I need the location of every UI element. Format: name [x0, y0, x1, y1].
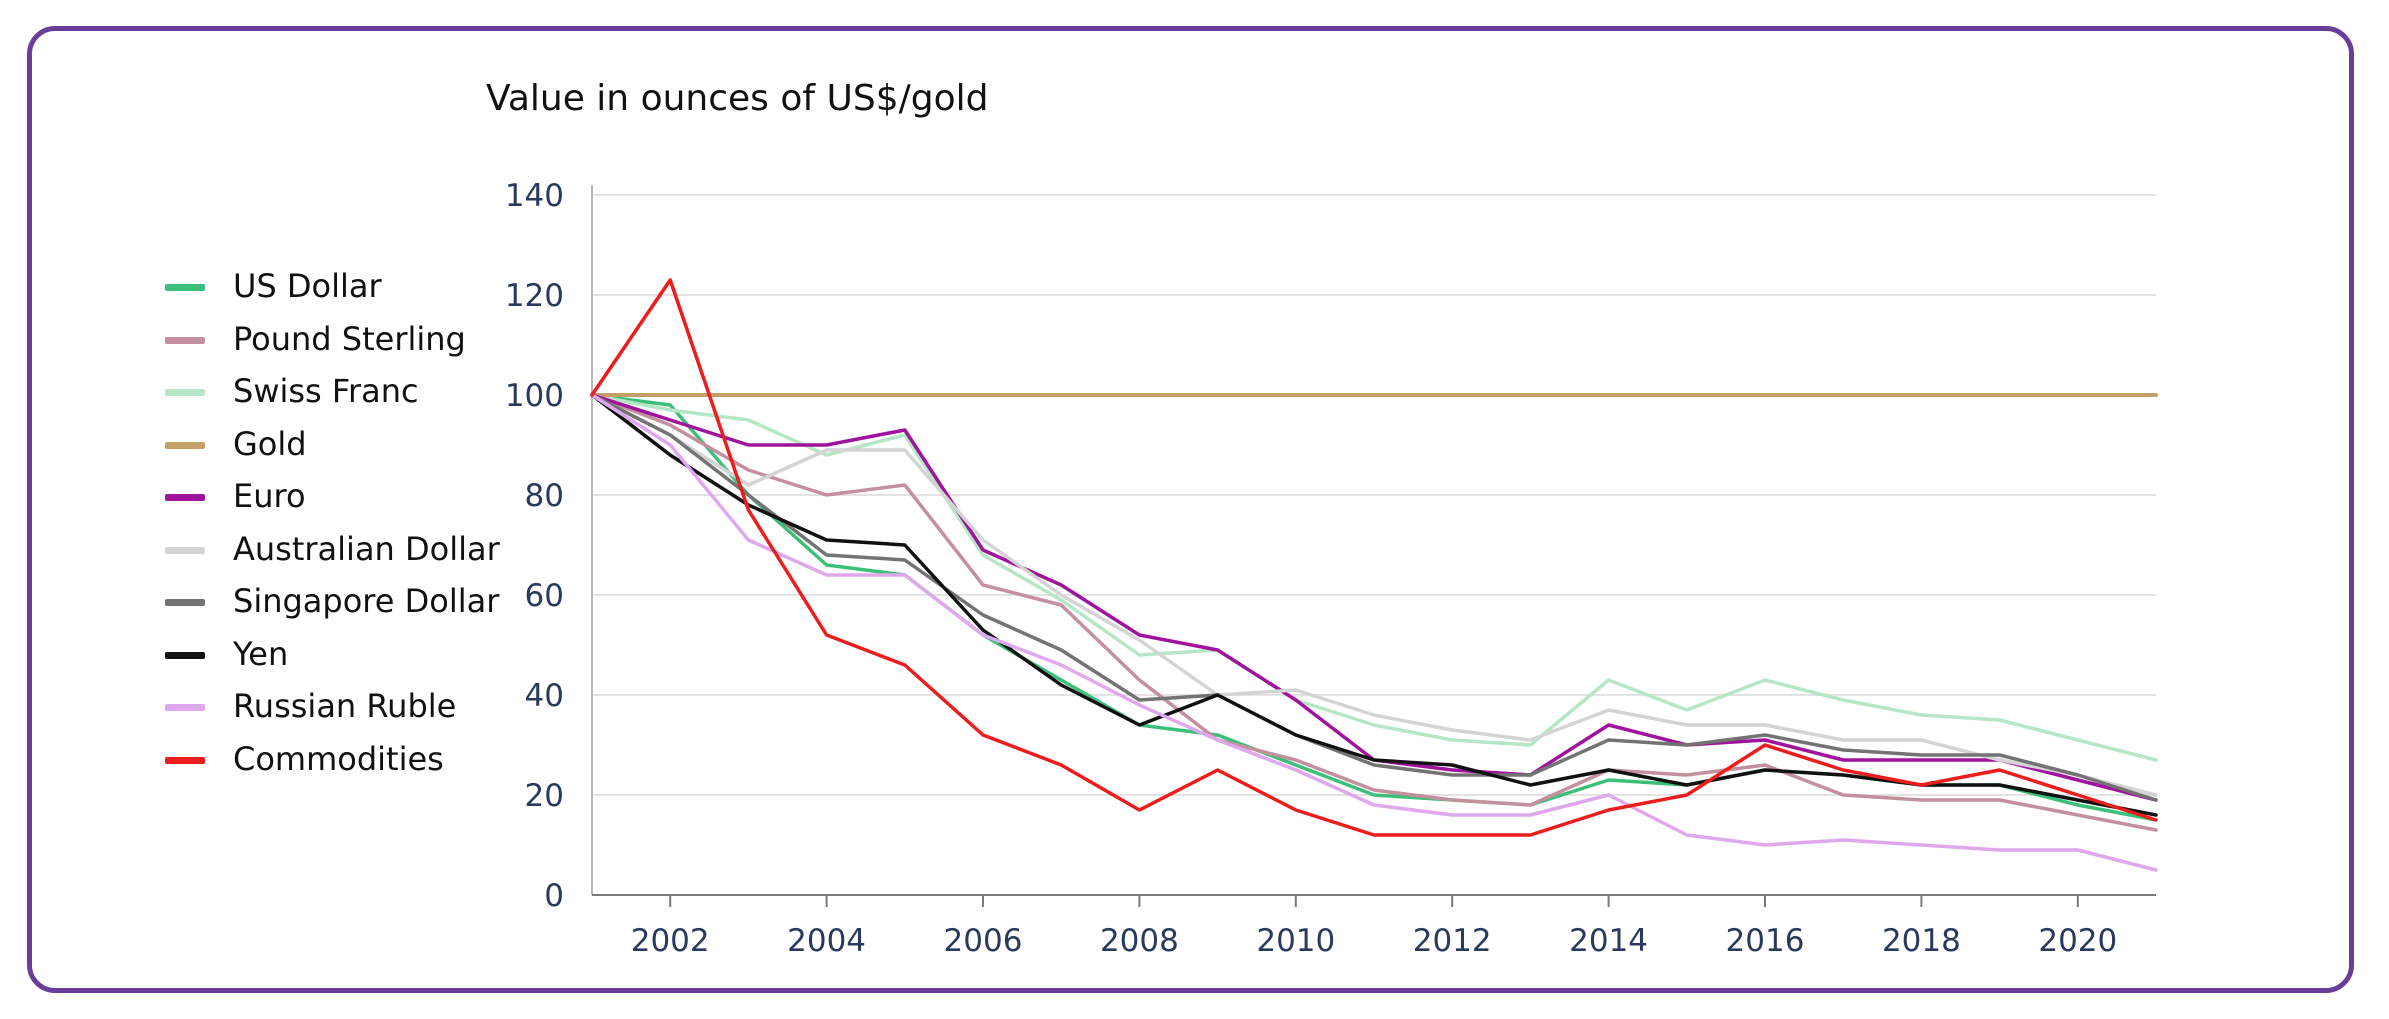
- legend-swatch: [165, 389, 205, 396]
- series-line-yen: [590, 393, 2158, 817]
- series-line-pound-sterling: [590, 393, 2158, 832]
- x-tick-label: 2008: [1100, 923, 1179, 959]
- series-line-commodities: [590, 278, 2158, 837]
- legend-swatch: [165, 651, 205, 659]
- x-tick-label: 2020: [2038, 923, 2117, 959]
- y-tick-label: 0: [544, 878, 564, 914]
- legend-label: Gold: [233, 424, 307, 463]
- x-tick-label: 2016: [1726, 923, 1805, 959]
- legend-swatch: [165, 284, 205, 291]
- x-tick-label: 2006: [944, 923, 1023, 959]
- grid-lines: [592, 194, 2156, 796]
- series-lines: [590, 278, 2158, 872]
- legend-label: Commodities: [233, 739, 444, 778]
- legend-swatch: [165, 704, 205, 711]
- legend-label: Australian Dollar: [233, 529, 500, 568]
- legend-swatch: [165, 546, 205, 554]
- legend-swatch: [165, 756, 205, 764]
- x-tick-label: 2014: [1569, 923, 1648, 959]
- y-tick-label: 100: [505, 378, 564, 414]
- y-tick-label: 80: [525, 478, 564, 514]
- x-tick-label: 2002: [631, 923, 710, 959]
- y-tick-label: 60: [525, 578, 564, 614]
- legend-label: Swiss Franc: [233, 372, 419, 410]
- series-line-russian-ruble: [590, 393, 2158, 872]
- legend-label: Euro: [233, 477, 306, 515]
- y-tick-label: 20: [525, 778, 564, 814]
- x-tick-label: 2018: [1882, 923, 1961, 959]
- series-line-australian-dollar: [590, 393, 2158, 797]
- legend-label: Singapore Dollar: [233, 582, 500, 620]
- legend-swatch: [165, 494, 205, 501]
- legend-label: Yen: [233, 634, 289, 673]
- legend-swatch: [165, 336, 205, 344]
- chart-title: Value in ounces of US$/gold: [486, 78, 989, 119]
- y-tick-labels: 0 20 40 60 80 100 120 140: [505, 178, 564, 914]
- legend-label: US Dollar: [233, 267, 382, 305]
- legend-label: Russian Ruble: [233, 687, 457, 725]
- x-tick-label: 2010: [1256, 923, 1335, 959]
- axes: [591, 185, 2156, 907]
- y-tick-label: 40: [525, 678, 564, 714]
- series-line-singapore-dollar: [590, 393, 2158, 802]
- chart-frame: [27, 26, 2354, 993]
- legend-swatch: [165, 599, 205, 606]
- x-tick-label: 2012: [1413, 923, 1492, 959]
- x-tick-label: 2004: [787, 923, 866, 959]
- y-tick-label: 120: [505, 278, 564, 314]
- y-tick-label: 140: [505, 178, 564, 214]
- x-tick-labels: 2002 2004 2006 2008 2010 2012 2014 2016 2018 2020: [631, 923, 2118, 959]
- legend-label: Pound Sterling: [233, 319, 466, 358]
- legend-swatch: [165, 441, 205, 449]
